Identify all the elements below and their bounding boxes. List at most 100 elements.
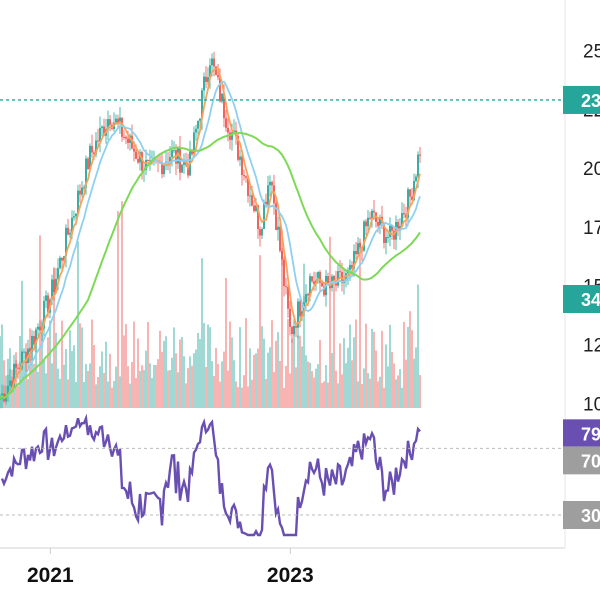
x-tick-label: 2023 (267, 564, 314, 587)
volume-bar (131, 362, 133, 408)
volume-bar (225, 277, 227, 408)
volume-bar (367, 373, 369, 408)
volume-bar (371, 328, 373, 408)
candle (23, 351, 25, 353)
candle (237, 135, 239, 160)
candle (265, 201, 267, 205)
candle (379, 216, 381, 226)
candle (209, 65, 211, 78)
volume-bar (343, 338, 345, 408)
rsi-badge-label: 79 (581, 424, 600, 444)
volume-bar (275, 340, 277, 408)
candle (217, 75, 219, 78)
volume-bar (235, 381, 237, 408)
volume-bar (269, 347, 271, 408)
candle (121, 117, 123, 137)
candle (55, 278, 57, 293)
price-axis: 25222017151210 (0, 0, 600, 549)
candle (35, 329, 37, 345)
candle (407, 189, 409, 218)
volume-bar (399, 369, 401, 408)
candle (181, 164, 183, 173)
candle (79, 190, 81, 195)
candle (9, 380, 11, 386)
candle (309, 276, 311, 296)
candle (357, 243, 359, 255)
volume-bar (73, 345, 75, 408)
candle (59, 257, 61, 269)
volume-bar (415, 347, 417, 408)
volume-bar (359, 238, 361, 408)
candle (229, 132, 231, 140)
volume-bar (203, 322, 205, 408)
volume-bar (387, 366, 389, 408)
rsi-badge-bg (563, 419, 600, 448)
volume-bar (91, 319, 93, 408)
volume-bar (365, 323, 367, 408)
volume-bar (207, 324, 209, 408)
candle (251, 195, 253, 206)
volume-bar (249, 348, 251, 408)
candle (365, 221, 367, 227)
volume-bar (351, 360, 353, 408)
candle (93, 152, 95, 155)
candle (139, 152, 141, 163)
candle (97, 140, 99, 142)
candle (107, 119, 109, 130)
volume-bar (15, 352, 17, 408)
candle (289, 308, 291, 327)
candle (199, 118, 201, 121)
volume-bar (121, 201, 123, 408)
candle (89, 145, 91, 170)
volume-bar (185, 383, 187, 408)
candle (173, 150, 175, 152)
price-badge-label: 23 (581, 91, 600, 111)
volume-bar (119, 376, 121, 408)
y-tick-label: 12 (583, 336, 600, 357)
volume-bar (327, 382, 329, 408)
volume-bar (243, 375, 245, 408)
volume-bar (325, 365, 327, 408)
candle (411, 196, 413, 200)
candle (319, 272, 321, 283)
volume-bar (171, 357, 173, 408)
volume-bar (241, 387, 243, 408)
candle (291, 326, 293, 334)
volume-bar (0, 336, 1, 408)
volume-bar (41, 321, 43, 408)
volume-bar (169, 370, 171, 408)
volume-bar (299, 335, 301, 408)
candle (269, 181, 271, 186)
volume-bar (303, 263, 305, 408)
candle (53, 279, 55, 293)
candle (323, 286, 325, 296)
candle (103, 126, 105, 136)
volume-bar (37, 371, 39, 408)
time-axis: 2021 2023 (27, 548, 314, 587)
volume-bar (123, 335, 125, 408)
candle (281, 250, 283, 260)
candle (163, 164, 165, 175)
rsi-panel (0, 413, 563, 537)
candle (261, 228, 263, 236)
volume-bar (47, 337, 49, 408)
volume-bar (33, 363, 35, 408)
candle (15, 363, 17, 368)
volume-bar (29, 328, 31, 408)
volume-bar (315, 368, 317, 408)
volume-bar (95, 384, 97, 408)
candle (45, 295, 47, 301)
volume-bar (261, 326, 263, 408)
candle (401, 213, 403, 226)
volume-bar (59, 378, 61, 408)
candle (193, 132, 195, 155)
volume-bar (3, 360, 5, 408)
volume-bar (113, 381, 115, 408)
volume-bar (189, 356, 191, 408)
volume-bar (153, 364, 155, 408)
candle (135, 151, 137, 159)
candle (51, 279, 53, 300)
candle (73, 216, 75, 218)
volume-bar (289, 373, 291, 408)
volume-bar (55, 332, 57, 408)
